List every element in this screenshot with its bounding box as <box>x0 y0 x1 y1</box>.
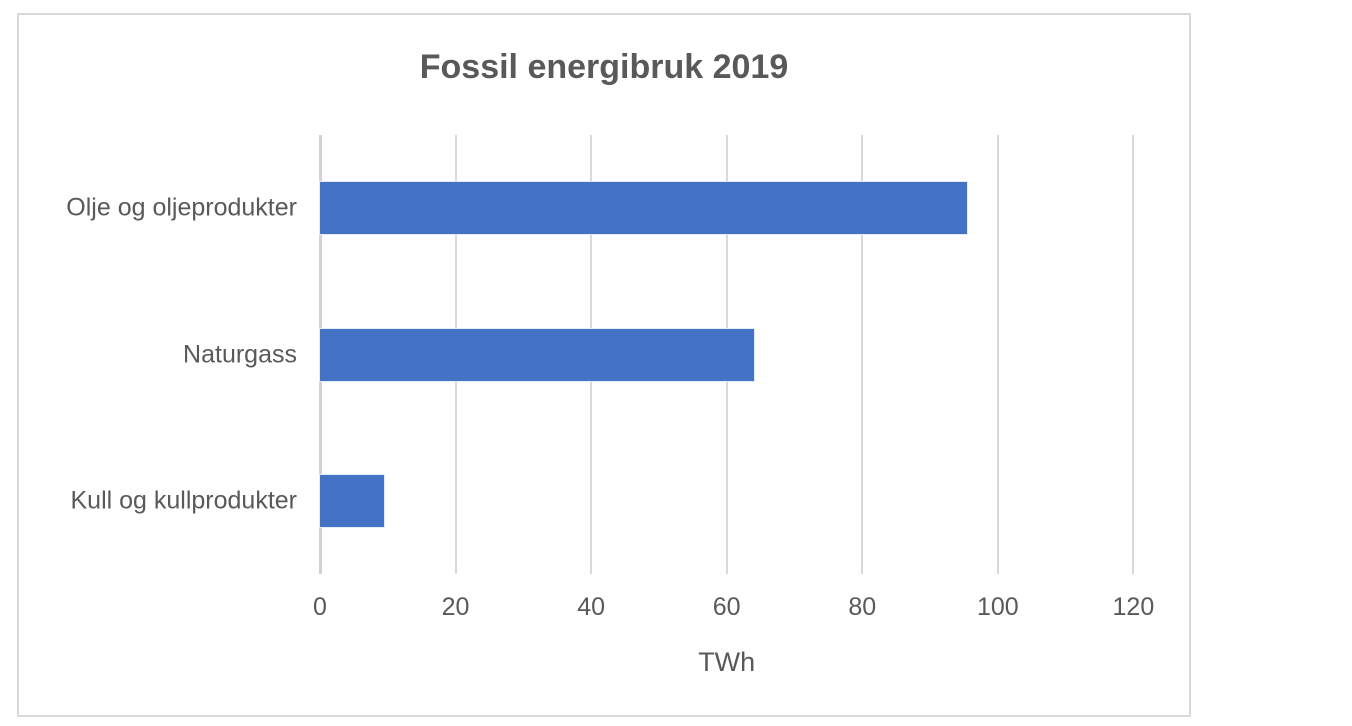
x-tick-label-100: 100 <box>976 593 1019 621</box>
bar-1 <box>320 182 968 235</box>
category-label-2: Naturgass <box>183 340 297 368</box>
bar-3 <box>320 474 385 527</box>
category-label-1: Olje og oljeprodukter <box>66 193 297 222</box>
chart-title: Fossil energibruk 2019 <box>419 48 789 86</box>
category-label-3: Kull og kullprodukter <box>70 486 297 515</box>
gridline-x-120 <box>1132 135 1135 574</box>
chart-frame: Fossil energibruk 2019 Olje og oljeprodu… <box>17 13 1191 717</box>
x-tick-label-0: 0 <box>313 593 327 621</box>
x-tick-label-80: 80 <box>848 593 877 621</box>
gridline-x-80 <box>861 135 864 574</box>
x-tick-label-20: 20 <box>441 593 470 621</box>
x-tick-label-40: 40 <box>577 593 606 621</box>
gridline-x-100 <box>996 135 999 574</box>
x-axis-title: TWh <box>698 647 756 677</box>
value-axis: 0 20 40 60 80 100 120 <box>19 593 1189 629</box>
x-tick-label-120: 120 <box>1112 593 1155 621</box>
plot-area <box>318 135 1191 574</box>
x-tick-label-60: 60 <box>712 593 741 621</box>
category-axis: Olje og oljeprodukter Naturgass Kull og ku… <box>19 135 297 574</box>
bar-2 <box>320 328 754 381</box>
